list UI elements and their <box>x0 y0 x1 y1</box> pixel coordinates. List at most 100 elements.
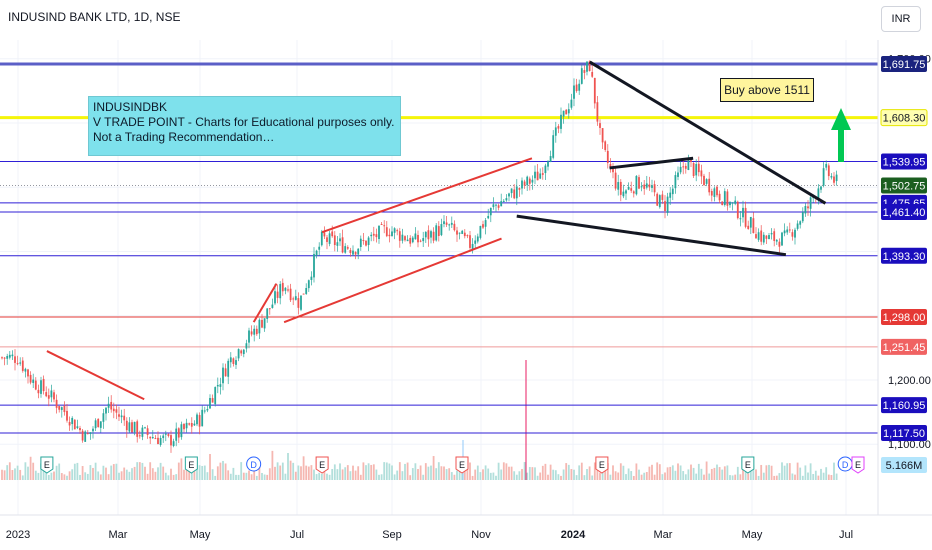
candle-body <box>469 235 471 248</box>
earnings-marker[interactable]: E <box>40 456 54 474</box>
volume-bar <box>827 474 830 480</box>
candle-body <box>105 407 107 414</box>
price-label[interactable]: 1,461.40 <box>881 204 927 221</box>
price-label[interactable]: 1,251.45 <box>881 338 927 355</box>
price-label-text: 1,160.95 <box>883 400 926 412</box>
volume-bar <box>710 468 713 480</box>
volume-bar <box>744 469 747 480</box>
candle-body <box>19 362 22 364</box>
volume-bar <box>539 472 542 480</box>
volume-bar <box>617 472 620 480</box>
candle-body <box>141 427 144 437</box>
price-label[interactable]: 1,539.95 <box>881 153 927 170</box>
earnings-marker[interactable]: E <box>851 456 865 474</box>
price-label[interactable]: 1,393.30 <box>881 247 927 264</box>
trendline[interactable] <box>46 350 145 401</box>
volume-bar <box>232 467 235 480</box>
earnings-marker[interactable]: E <box>741 456 755 474</box>
trendline[interactable] <box>609 156 694 170</box>
candle-body <box>427 230 430 240</box>
price-label[interactable]: 1,691.75 <box>881 56 927 72</box>
price-label[interactable]: 1,160.95 <box>881 397 927 414</box>
candle-body <box>177 428 180 438</box>
candle-body <box>518 188 521 190</box>
volume-bar <box>94 462 97 480</box>
volume-bar <box>703 474 705 480</box>
candle-body <box>63 405 66 413</box>
volume-bar <box>170 468 172 480</box>
currency-button[interactable]: INR <box>881 6 921 32</box>
volume-bar <box>378 474 380 480</box>
candle-body <box>625 190 627 194</box>
volume-bar <box>141 462 144 480</box>
volume-bar <box>120 471 123 480</box>
candle-body <box>193 423 196 426</box>
volume-bar <box>154 471 157 480</box>
candle-body <box>37 389 40 394</box>
volume-bar <box>73 463 76 480</box>
price-label[interactable]: 1,117.50 <box>881 425 927 441</box>
candle-body <box>89 432 92 435</box>
info-note-box[interactable]: INDUSINDBK V TRADE POINT - Charts for Ed… <box>88 96 401 156</box>
volume-bar <box>417 469 419 480</box>
candle-body <box>708 178 711 193</box>
volume-bar <box>716 464 718 480</box>
time-tick-label: 2023 <box>6 529 30 541</box>
volume-bar <box>775 475 778 480</box>
candle-body <box>526 176 529 186</box>
price-label[interactable]: 1,298.00 <box>881 309 927 326</box>
volume-bar <box>326 473 328 480</box>
trendline[interactable] <box>516 214 787 257</box>
volume-bar <box>580 462 583 480</box>
volume-bar <box>666 467 669 480</box>
volume-bar <box>279 465 282 480</box>
volume-bar <box>229 473 232 480</box>
trendline[interactable] <box>588 60 827 205</box>
volume-bar <box>679 465 682 480</box>
volume-bar <box>115 463 118 480</box>
volume-bar <box>692 467 695 480</box>
earnings-marker[interactable]: E <box>315 456 329 474</box>
volume-bar <box>224 463 227 480</box>
volume-bar <box>203 465 206 480</box>
volume-bar <box>97 471 100 480</box>
dividend-marker[interactable]: D <box>246 456 262 472</box>
volume-bar <box>29 456 32 480</box>
candle-body <box>287 289 289 291</box>
trendline[interactable] <box>252 283 278 323</box>
candle-body <box>570 99 573 108</box>
event-label: E <box>44 460 50 470</box>
symbol-title[interactable]: INDUSIND BANK LTD, 1D, NSE <box>8 10 181 24</box>
candle-body <box>76 426 79 429</box>
trendline[interactable] <box>321 157 533 234</box>
trendline[interactable] <box>283 237 502 324</box>
volume-bar <box>289 460 292 480</box>
earnings-marker[interactable]: E <box>595 456 609 474</box>
volume-bar <box>544 463 547 480</box>
volume-bar <box>105 467 107 480</box>
candle-body <box>159 438 162 445</box>
event-label: E <box>188 460 194 470</box>
candle-body <box>146 428 149 435</box>
price-label[interactable]: 1,608.30 <box>880 109 928 127</box>
candle-body <box>547 161 549 167</box>
volume-bar <box>11 469 14 480</box>
candle-body <box>549 156 552 162</box>
dividend-marker[interactable]: D <box>837 456 853 472</box>
volume-bar <box>554 470 557 480</box>
earnings-marker[interactable]: E <box>184 456 198 474</box>
candle-body <box>79 428 81 431</box>
volume-bar <box>331 469 334 480</box>
candle-body <box>760 230 763 242</box>
candle-body <box>476 236 479 242</box>
price-label-text: 1,117.50 <box>883 428 925 440</box>
price-axis[interactable]: 1,700.001,200.001,100.001,691.751,608.30… <box>880 54 931 473</box>
time-axis[interactable]: 2023 Mar May Jul Sep Nov 2024 Mar May Jul <box>6 529 853 541</box>
price-label[interactable]: 1,502.75 <box>881 177 927 194</box>
volume-bar <box>385 462 388 480</box>
earnings-marker[interactable]: E <box>455 456 469 474</box>
volume-label[interactable]: 5.166M <box>881 457 927 473</box>
volume-bar <box>107 474 110 480</box>
buy-callout[interactable]: Buy above 1511 <box>720 78 814 102</box>
